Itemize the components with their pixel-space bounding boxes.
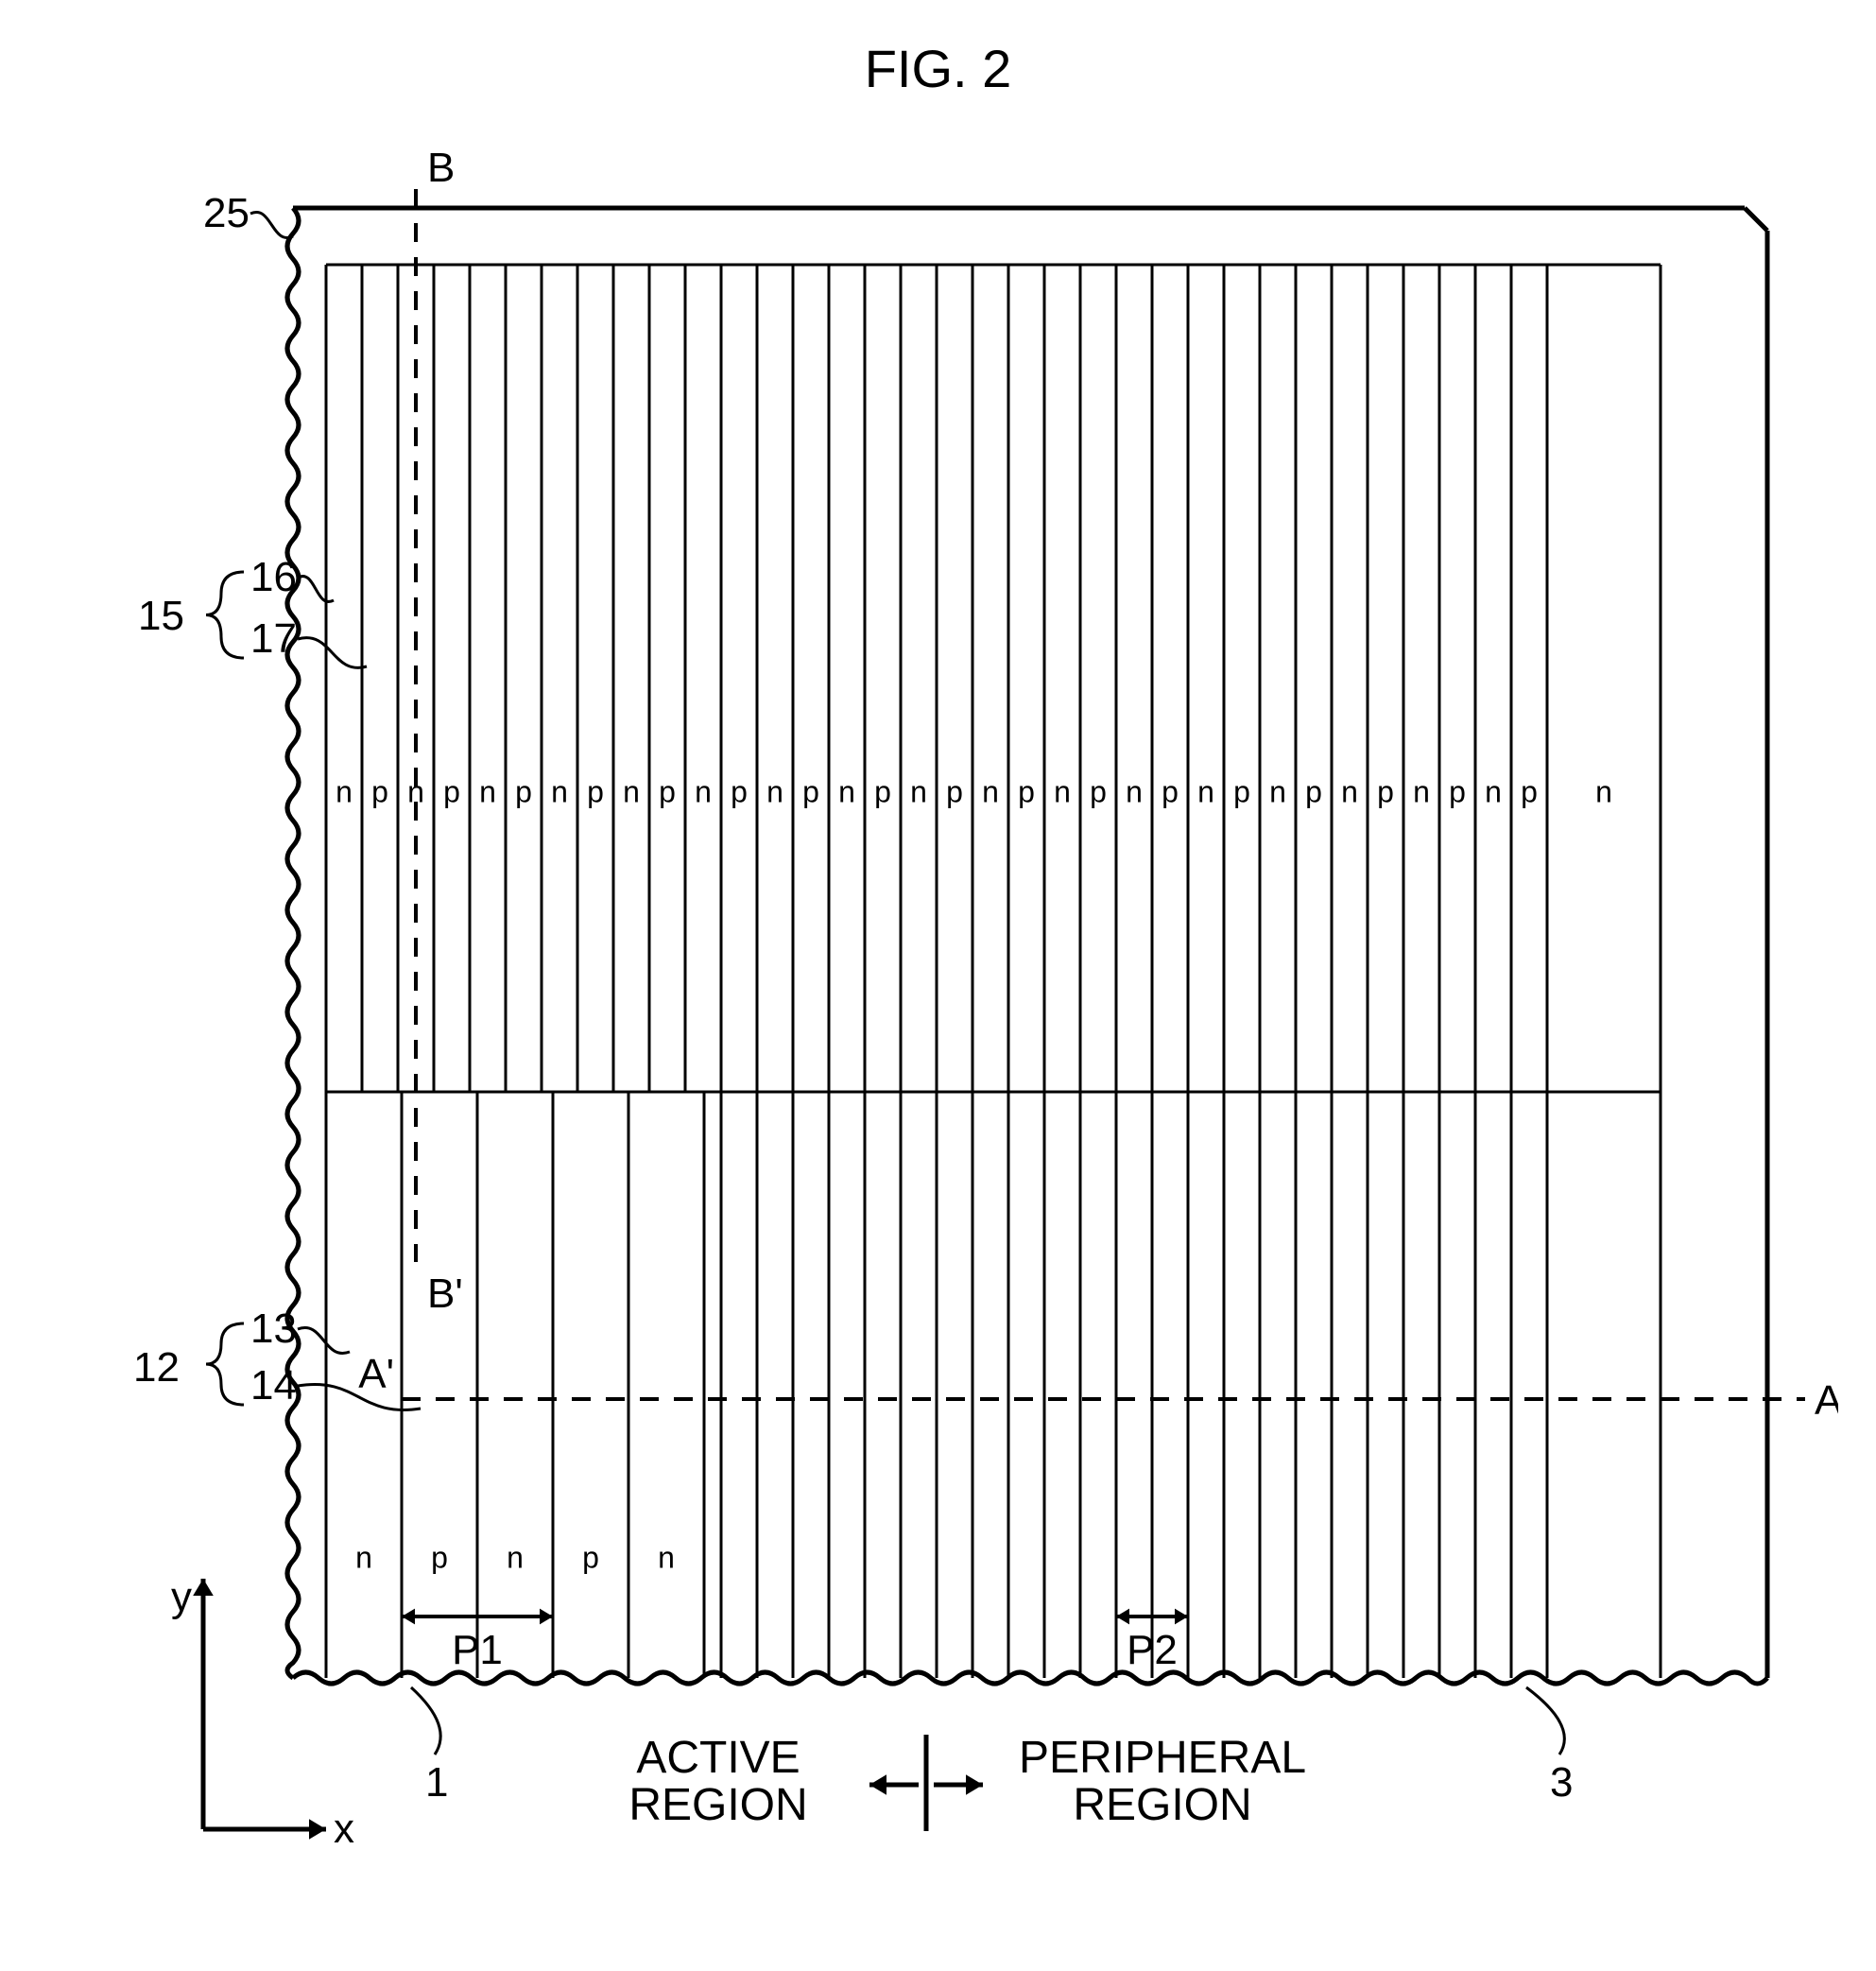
upper-stripe-label: n [479,774,496,808]
figure-title: FIG. 2 [38,38,1838,99]
outer-left-wave [287,208,299,1678]
lower-stripe-label: n [658,1540,675,1574]
upper-stripe-label: n [336,774,353,808]
upper-stripe-label: p [802,774,819,808]
upper-stripe-label: p [946,774,963,808]
upper-stripe-label: p [1018,774,1035,808]
upper-stripe-label: p [731,774,748,808]
upper-stripe-label: n [623,774,640,808]
upper-stripe-label: p [659,774,676,808]
x-arrowhead [309,1819,326,1840]
upper-stripe-label: p [1305,774,1322,808]
upper-stripe-label: p [1449,774,1466,808]
y-arrowhead [193,1579,214,1596]
active-region-line1: ACTIVE [636,1733,800,1783]
upper-stripe-label: p [874,774,891,808]
section-b-top: B [427,145,455,191]
upper-stripe-label: n [1269,774,1286,808]
upper-stripe-label: p [1377,774,1394,808]
upper-stripe-label: n [1485,774,1502,808]
ref-1: 1 [425,1759,448,1806]
upper-stripe-label: p [1521,774,1538,808]
active-region-line2: REGION [628,1780,807,1830]
section-b-bot: B' [427,1271,463,1317]
ref-12: 12 [133,1344,180,1391]
upper-stripe-label: p [371,774,388,808]
dim-label: P1 [452,1627,503,1673]
leader-3 [1526,1687,1564,1755]
dim-arrow-l [1116,1609,1129,1625]
upper-stripe-label: n [838,774,855,808]
upper-stripe-label: p [443,774,460,808]
leader-1 [411,1687,440,1755]
x-label: x [334,1806,354,1852]
upper-stripe-label: n [1197,774,1214,808]
upper-stripe-label: n [1413,774,1430,808]
upper-stripe-label: n [982,774,999,808]
lower-stripe-label: p [582,1540,599,1574]
ref-13: 13 [250,1305,297,1352]
lower-stripe-label: n [507,1540,524,1574]
upper-stripe-label: p [587,774,604,808]
section-a-right: A [1815,1377,1838,1424]
upper-stripe-label: n [1054,774,1071,808]
section-a-left: A' [358,1351,394,1397]
upper-stripe-label: n [766,774,783,808]
peripheral-region-line2: REGION [1073,1780,1251,1830]
upper-stripe-label: n [1126,774,1143,808]
upper-stripe-label: n [910,774,927,808]
brace [206,1323,244,1405]
dim-arrow-r [1175,1609,1188,1625]
outer-corner [1745,208,1767,231]
ref-25: 25 [203,190,250,236]
lower-stripe-label: p [431,1540,448,1574]
upper-stripe-label: p [515,774,532,808]
leader [250,213,293,238]
dim-label: P2 [1127,1627,1178,1673]
diagram-canvas: npnpnpnpnpnpnpnpnpnpnpnpnpnpnpnpnpnnpnpn… [38,137,1838,1933]
y-label: y [171,1574,192,1620]
ref-3: 3 [1550,1759,1573,1806]
lower-stripe-label: n [355,1540,372,1574]
upper-stripe-label: n [551,774,568,808]
leader [298,638,367,668]
upper-stripe-label: p [1090,774,1107,808]
dim-arrow-r [540,1609,553,1625]
ref-15: 15 [138,593,184,639]
peripheral-region-line1: PERIPHERAL [1019,1733,1306,1783]
brace [206,572,244,658]
ref-17: 17 [250,615,297,662]
leader [298,577,334,602]
upper-stripe-label: n [695,774,712,808]
region-arrowhead-l [869,1774,886,1795]
ref-14: 14 [250,1362,297,1409]
upper-stripe-label: p [1233,774,1250,808]
dim-arrow-l [402,1609,415,1625]
region-arrowhead-r [966,1774,983,1795]
upper-stripe-label: p [1162,774,1179,808]
upper-stripe-label: n [1341,774,1358,808]
upper-stripe-label: n [1595,774,1612,808]
ref-16: 16 [250,554,297,600]
leader [298,1328,350,1354]
